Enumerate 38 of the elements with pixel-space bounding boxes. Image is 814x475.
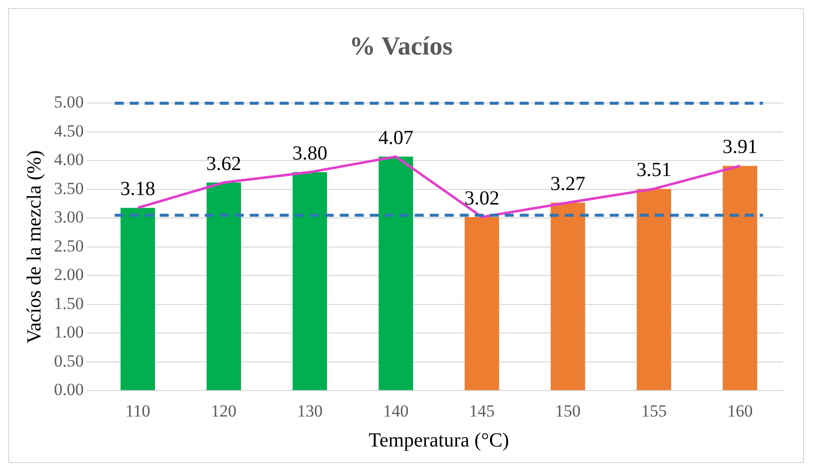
y-tick-label: 2.00 — [54, 265, 84, 284]
y-tick-label: 0.00 — [54, 380, 84, 400]
x-tick-label: 130 — [297, 401, 323, 420]
x-tick-label: 110 — [125, 401, 150, 420]
data-label: 3.62 — [206, 152, 242, 175]
data-label: 3.27 — [550, 172, 586, 195]
bar — [722, 166, 758, 390]
bar — [636, 188, 672, 390]
y-tick-label: 4.50 — [54, 121, 84, 140]
bar — [206, 182, 242, 390]
x-tick-label: 160 — [727, 401, 753, 420]
data-label: 4.07 — [378, 126, 414, 149]
x-tick-label: 140 — [383, 401, 409, 420]
bar — [378, 156, 414, 390]
bar — [550, 202, 586, 390]
y-tick-label: 3.50 — [54, 178, 84, 198]
x-axis-title: Temperatura (°C) — [368, 429, 510, 452]
x-tick-label: 120 — [211, 401, 237, 420]
x-tick-label: 150 — [555, 401, 581, 420]
y-tick-label: 0.50 — [54, 351, 84, 370]
y-axis-title: Vacíos de la mezcla (%) — [23, 150, 46, 344]
chart-title: % Vacíos — [349, 31, 453, 60]
data-label: 3.02 — [464, 187, 500, 210]
bar — [464, 217, 500, 390]
data-label: 3.51 — [636, 159, 672, 182]
data-label: 3.18 — [120, 178, 156, 200]
y-tick-label: 5.00 — [54, 92, 84, 112]
x-tick-label: 155 — [641, 401, 667, 420]
y-tick-label: 4.00 — [54, 150, 84, 170]
y-tick-label: 1.50 — [54, 294, 84, 313]
data-label: 3.91 — [722, 136, 758, 158]
y-tick-label: 2.50 — [54, 236, 84, 256]
data-label: 3.80 — [292, 142, 328, 164]
x-tick-label: 145 — [469, 401, 495, 420]
y-tick-label: 1.00 — [54, 322, 84, 342]
y-tick-label: 3.00 — [54, 208, 84, 227]
bar — [120, 208, 155, 390]
bar — [292, 172, 328, 390]
